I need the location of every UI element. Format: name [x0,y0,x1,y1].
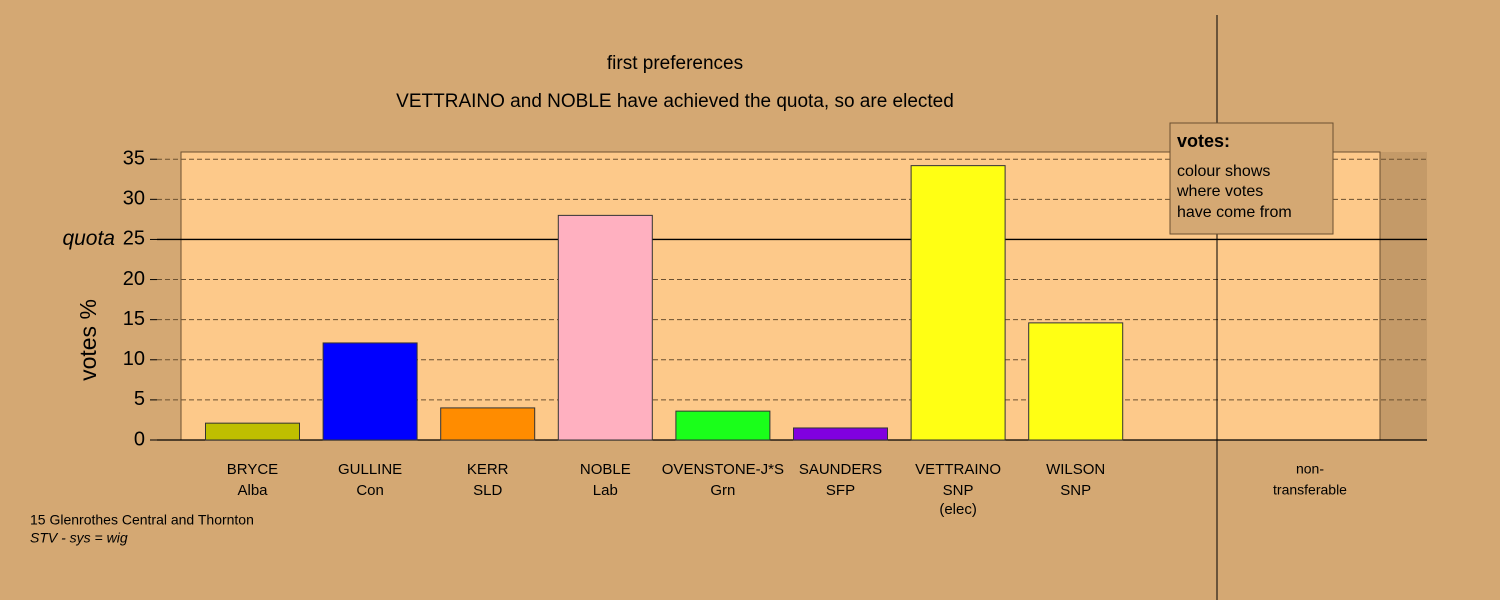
footer-line: STV - sys = wig [30,530,128,546]
x-tick-sublabel: SNP [943,482,974,499]
x-tick-label: BRYCE [227,461,278,478]
bar [675,410,771,441]
panel-shadow [1380,152,1427,440]
legend-line: colour shows [1177,163,1270,180]
y-axis-label: votes % [75,299,101,381]
bar [793,427,888,441]
x-tick-label: SAUNDERS [799,461,882,478]
legend-line: where votes [1176,183,1263,200]
plot: 0 5 10 15 20 25 30 35 quota BRYCE Alba GULLINE Con KE… [62,148,1427,518]
bar [440,407,536,441]
x-tick-label: non- [1296,461,1324,477]
y-tick-label: 30 [123,188,145,210]
x-tick-label: KERR [467,461,509,478]
y-tick-label: 25 [123,228,145,250]
bar [205,422,300,441]
bar [1028,322,1124,441]
x-tick-label: GULLINE [338,461,402,478]
bar [910,165,1006,441]
x-tick-sublabel: Lab [593,482,618,499]
y-tick-label: 35 [123,148,145,170]
x-tick-label: VETTRAINO [915,461,1001,478]
y-tick-label: 0 [134,428,145,450]
bar [322,342,418,441]
x-tick-label: OVENSTONE-J*S [662,461,784,478]
bar [557,214,653,441]
x-tick-sublabel: Grn [710,482,735,499]
x-tick-note: (elec) [939,501,977,518]
x-tick-sublabel: Alba [237,482,268,499]
chart-subtitle: VETTRAINO and NOBLE have achieved the qu… [396,91,954,112]
footer-line: 15 Glenrothes Central and Thornton [30,512,254,528]
x-tick-sublabel: transferable [1273,482,1347,498]
x-tick-sublabel: SLD [473,482,502,499]
legend-title: votes: [1177,131,1230,151]
chart-title: first preferences [607,53,743,74]
y-tick-label: 15 [123,308,145,330]
legend-line: have come from [1177,204,1292,221]
y-tick-label: 20 [123,268,145,290]
x-tick-sublabel: SFP [826,482,855,499]
y-tick-label: 10 [123,348,145,370]
y-tick-label: 5 [134,388,145,410]
quota-label: quota [62,227,115,250]
x-tick-sublabel: Con [356,482,384,499]
legend-box [1169,122,1334,235]
x-tick-sublabel: SNP [1060,482,1091,499]
x-tick-label: WILSON [1046,461,1105,478]
x-tick-label: NOBLE [580,461,631,478]
